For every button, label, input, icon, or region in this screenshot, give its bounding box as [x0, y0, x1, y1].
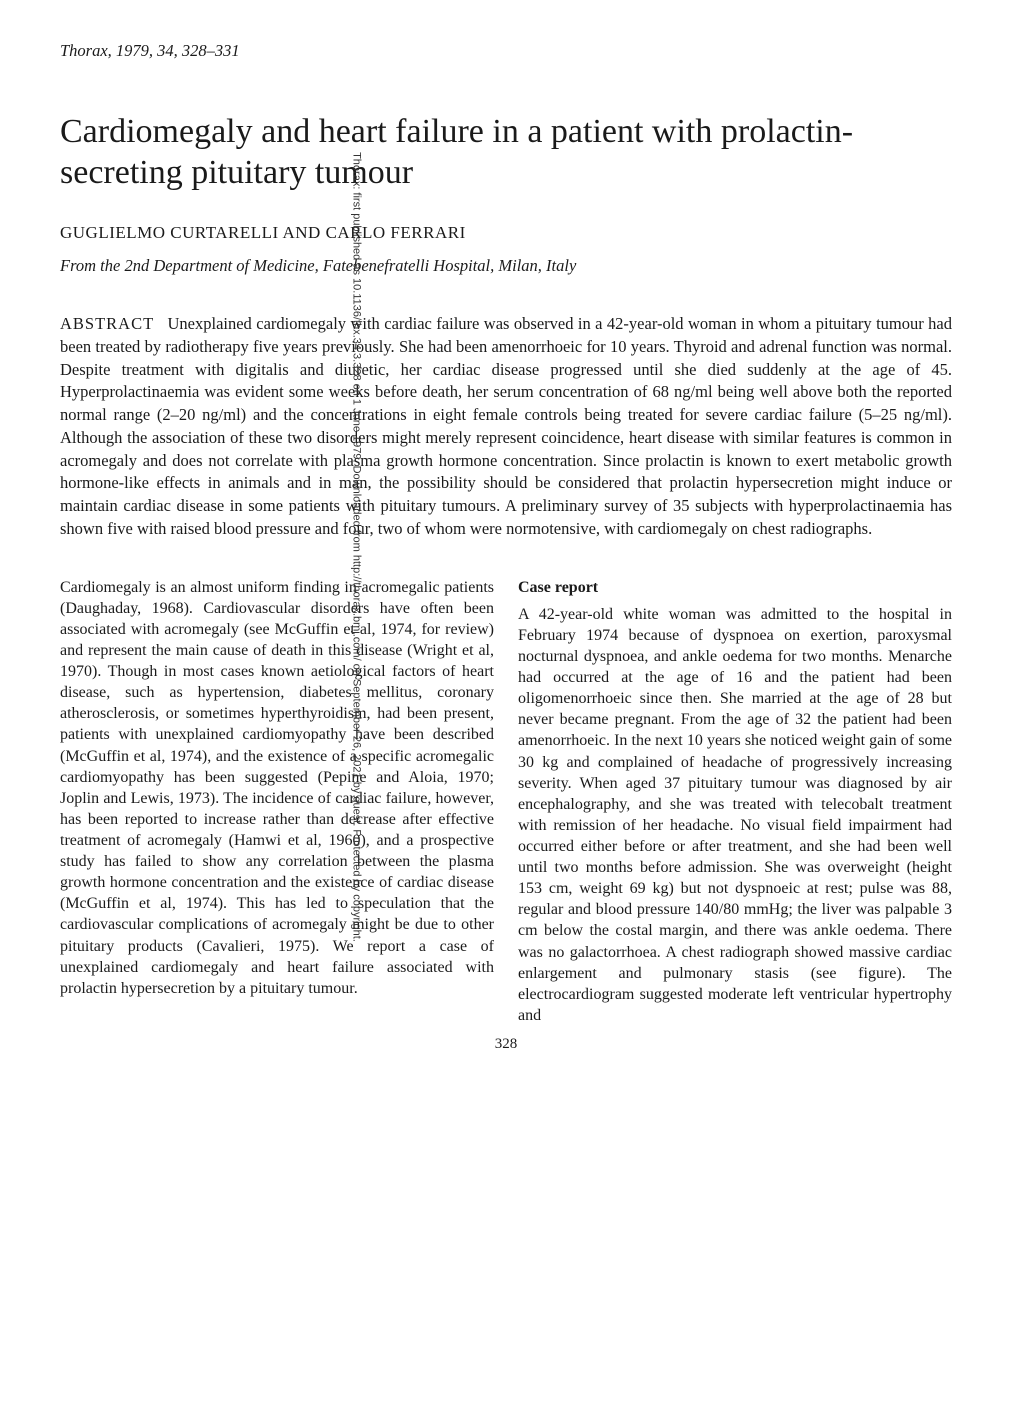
abstract-text: Unexplained cardiomegaly with cardiac fa… — [60, 314, 952, 538]
article-title: Cardiomegaly and heart failure in a pati… — [60, 112, 952, 194]
body-columns: Cardiomegaly is an almost uniform findin… — [60, 577, 952, 1026]
intro-paragraph: Cardiomegaly is an almost uniform findin… — [60, 577, 494, 999]
left-column: Cardiomegaly is an almost uniform findin… — [60, 577, 494, 1026]
abstract-label: ABSTRACT — [60, 314, 154, 333]
case-report-paragraph: A 42-year-old white woman was admitted t… — [518, 604, 952, 1026]
copyright-sidebar: Thorax: first published as 10.1136/thx.3… — [349, 0, 364, 1197]
case-report-heading: Case report — [518, 577, 952, 598]
page-number: 328 — [60, 1034, 952, 1054]
authors: GUGLIELMO CURTARELLI AND CARLO FERRARI — [60, 222, 952, 245]
affiliation: From the 2nd Department of Medicine, Fat… — [60, 255, 952, 277]
abstract: ABSTRACT Unexplained cardiomegaly with c… — [60, 313, 952, 541]
right-column: Case report A 42-year-old white woman wa… — [518, 577, 952, 1026]
journal-citation: Thorax, 1979, 34, 328–331 — [60, 40, 952, 62]
